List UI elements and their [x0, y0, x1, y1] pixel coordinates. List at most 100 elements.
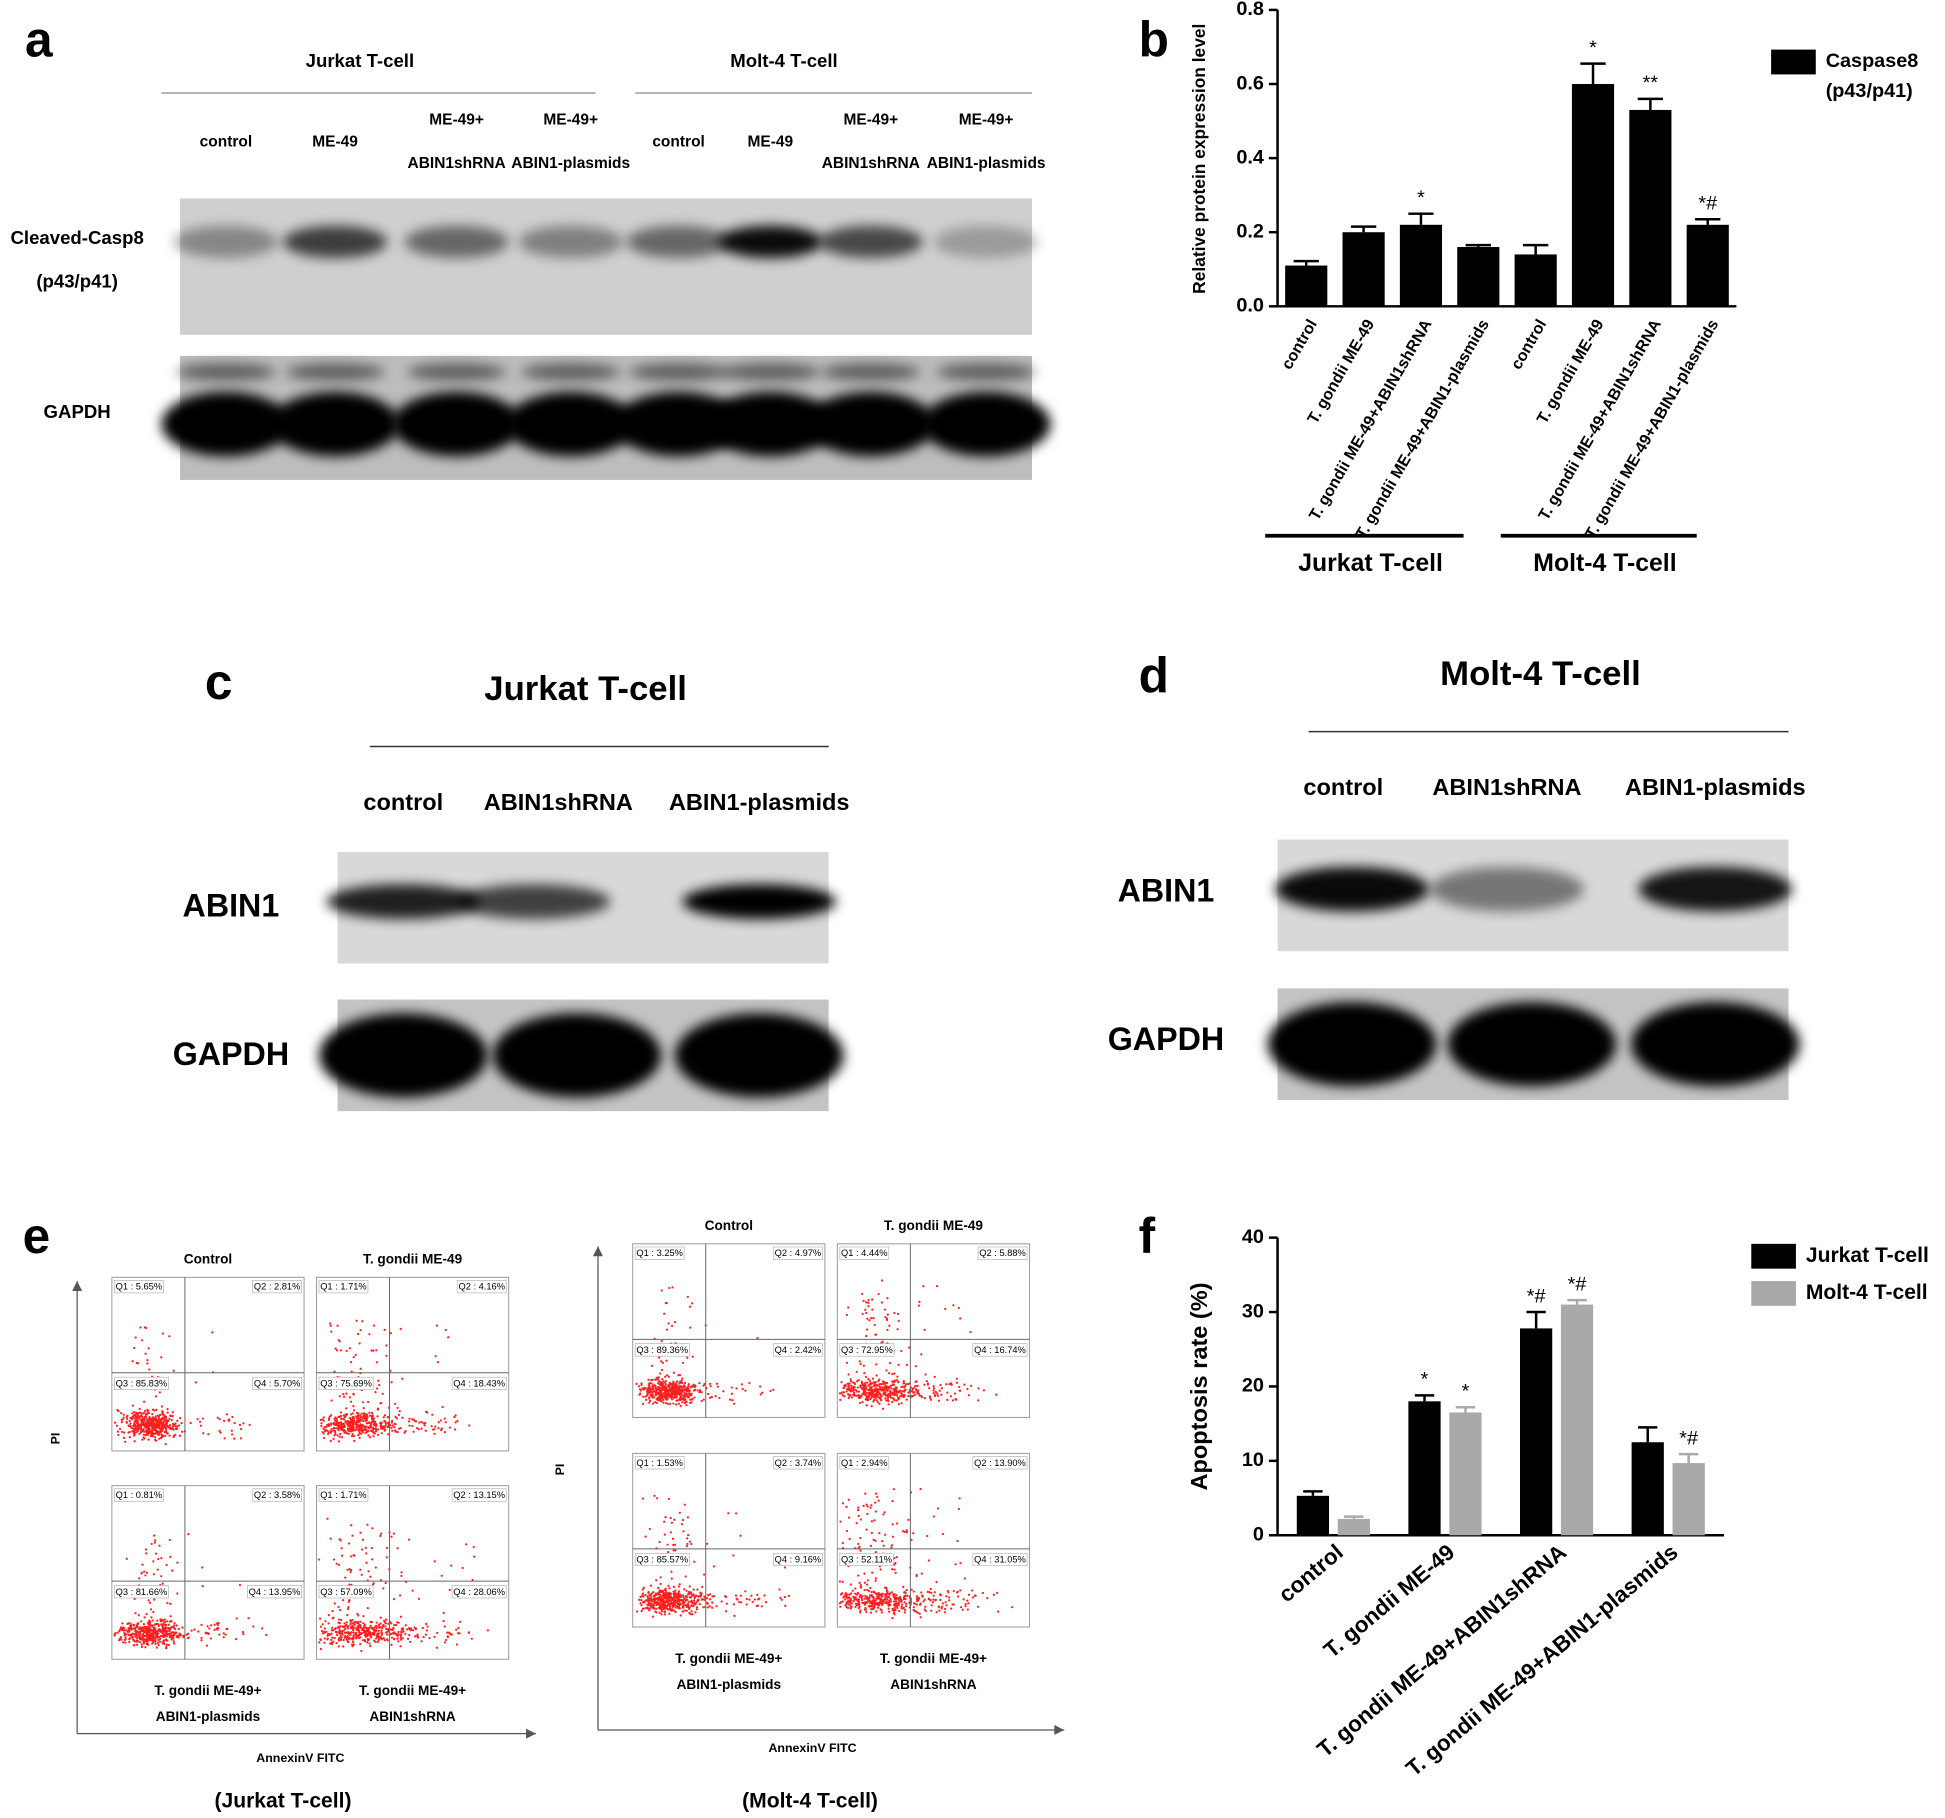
row-label: GAPDH — [173, 1036, 289, 1072]
event-dot — [426, 1625, 429, 1628]
event-dot — [145, 1422, 148, 1425]
event-dot — [187, 1636, 190, 1639]
event-dot — [898, 1389, 902, 1392]
lane-label: ME-49+ — [429, 111, 484, 128]
event-dot — [686, 1295, 689, 1299]
event-dot — [351, 1618, 354, 1622]
event-dot — [863, 1392, 866, 1396]
event-dot — [193, 1628, 196, 1631]
event-dot — [686, 1394, 689, 1397]
event-dot — [134, 1424, 137, 1428]
lane-label: control — [1303, 774, 1383, 800]
event-dot — [443, 1641, 447, 1644]
event-dot — [213, 1628, 216, 1631]
event-dot — [847, 1373, 850, 1376]
event-dot — [359, 1620, 362, 1623]
y-tick-label: 0 — [1253, 1523, 1264, 1545]
quadrant-label: Q1 : 4.44% — [841, 1248, 888, 1258]
event-dot — [955, 1381, 959, 1384]
event-dot — [996, 1591, 999, 1595]
event-dot — [209, 1637, 213, 1640]
event-dot — [859, 1549, 862, 1552]
event-dot — [327, 1614, 330, 1617]
event-dot — [163, 1618, 167, 1621]
event-dot — [344, 1627, 347, 1631]
event-dot — [379, 1427, 383, 1430]
event-dot — [390, 1535, 393, 1538]
event-dot — [887, 1392, 890, 1395]
event-dot — [437, 1421, 440, 1424]
event-dot — [164, 1416, 167, 1420]
event-dot — [896, 1312, 900, 1316]
event-dot — [912, 1387, 915, 1390]
event-dot — [172, 1640, 175, 1643]
event-dot — [354, 1636, 358, 1639]
event-dot — [349, 1623, 352, 1626]
event-dot — [399, 1615, 403, 1618]
event-dot — [651, 1393, 654, 1396]
event-dot — [178, 1434, 182, 1437]
event-dot — [162, 1422, 165, 1425]
event-dot — [874, 1591, 877, 1595]
event-dot — [845, 1390, 848, 1393]
event-dot — [456, 1632, 460, 1635]
event-dot — [646, 1390, 650, 1393]
event-dot — [347, 1424, 350, 1427]
quadrant-label-box — [773, 1456, 823, 1470]
quadrant-label-box — [318, 1376, 374, 1390]
event-dot — [265, 1633, 268, 1637]
event-dot — [886, 1328, 889, 1332]
event-dot — [166, 1601, 169, 1605]
blot-band — [1447, 1002, 1617, 1087]
event-dot — [948, 1599, 951, 1602]
event-dot — [144, 1415, 147, 1418]
event-dot — [730, 1386, 733, 1389]
event-dot — [343, 1622, 346, 1625]
event-dot — [222, 1419, 226, 1423]
event-dot — [148, 1638, 151, 1642]
event-dot — [896, 1381, 900, 1384]
event-dot — [849, 1592, 853, 1595]
event-dot — [875, 1363, 878, 1366]
event-dot — [920, 1394, 923, 1397]
event-dot — [223, 1437, 226, 1440]
event-dot — [444, 1421, 447, 1424]
event-dot — [345, 1621, 348, 1624]
y-tick-label: 30 — [1242, 1300, 1264, 1322]
event-dot — [644, 1395, 647, 1398]
event-dot — [133, 1346, 136, 1349]
event-dot — [932, 1392, 935, 1395]
event-dot — [661, 1602, 664, 1606]
event-dot — [444, 1328, 447, 1332]
event-dot — [338, 1629, 341, 1632]
event-dot — [175, 1636, 179, 1639]
event-dot — [404, 1429, 407, 1433]
event-dot — [889, 1384, 892, 1387]
event-dot — [684, 1398, 687, 1401]
quadrant-label-box — [972, 1343, 1028, 1357]
event-dot — [875, 1390, 879, 1394]
event-dot — [658, 1590, 661, 1593]
event-dot — [655, 1401, 659, 1405]
event-dot — [891, 1400, 894, 1403]
event-dot — [435, 1646, 439, 1649]
event-dot — [895, 1522, 899, 1525]
event-dot — [857, 1390, 861, 1393]
plot-title: T. gondii ME-49 — [363, 1252, 463, 1267]
event-dot — [665, 1597, 668, 1601]
event-dot — [902, 1597, 906, 1601]
event-dot — [368, 1436, 372, 1439]
quadrant-label-box — [451, 1585, 507, 1599]
event-dot — [738, 1600, 741, 1604]
event-dot — [780, 1598, 783, 1601]
event-dot — [347, 1625, 350, 1628]
event-dot — [687, 1590, 691, 1594]
event-dot — [344, 1413, 347, 1416]
event-dot — [900, 1385, 903, 1389]
event-dot — [659, 1576, 662, 1579]
event-dot — [422, 1422, 425, 1425]
event-dot — [374, 1566, 377, 1569]
event-dot — [702, 1384, 705, 1387]
x-tick-label: control — [1278, 316, 1321, 372]
event-dot — [351, 1432, 354, 1436]
